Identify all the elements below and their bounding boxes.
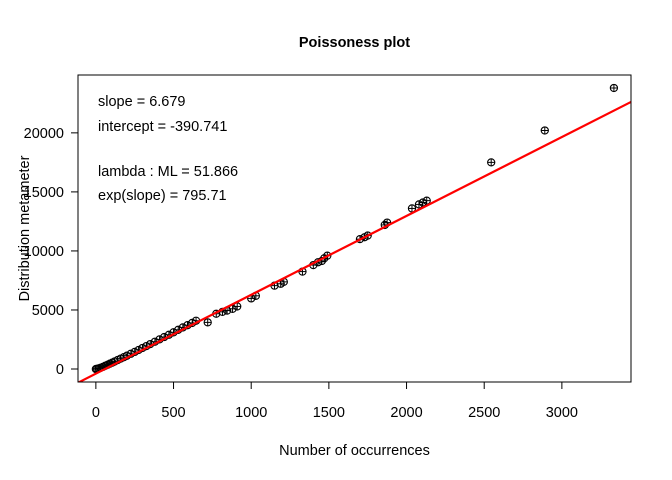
x-tick-label: 1000 xyxy=(235,405,267,421)
plot-frame xyxy=(77,74,632,383)
data-point xyxy=(540,126,549,135)
data-point xyxy=(487,158,496,167)
annotation-slope: slope = 6.679 xyxy=(98,94,185,110)
data-point xyxy=(609,83,619,93)
annotation-intercept: intercept = -390.741 xyxy=(98,119,227,135)
chart-title: Poissoness plot xyxy=(299,35,410,51)
y-tick-label: 15000 xyxy=(24,185,64,201)
y-tick-label: 5000 xyxy=(32,303,64,319)
data-point xyxy=(422,196,431,205)
fit-line xyxy=(78,100,631,382)
x-tick-label: 2000 xyxy=(390,405,422,421)
x-tick-label: 500 xyxy=(161,405,185,421)
x-tick-label: 3000 xyxy=(546,405,578,421)
y-axis-label: Distribution metameter xyxy=(17,155,33,301)
annotations: slope = 6.679 intercept = -390.741 lambd… xyxy=(98,94,238,204)
data-point xyxy=(203,318,212,327)
x-tick-label: 0 xyxy=(92,405,100,421)
annotation-exp-slope: exp(slope) = 795.71 xyxy=(98,188,227,204)
x-tick-label: 2500 xyxy=(468,405,500,421)
x-axis: 0 500 1000 1500 2000 2500 3000 xyxy=(92,381,578,421)
x-tick-label: 1500 xyxy=(313,405,345,421)
y-tick-label: 10000 xyxy=(24,244,64,260)
y-tick-label: 20000 xyxy=(24,126,64,142)
annotation-lambda-ml: lambda : ML = 51.866 xyxy=(98,164,238,180)
x-axis-label: Number of occurrences xyxy=(279,443,430,459)
y-tick-label: 0 xyxy=(56,362,64,378)
